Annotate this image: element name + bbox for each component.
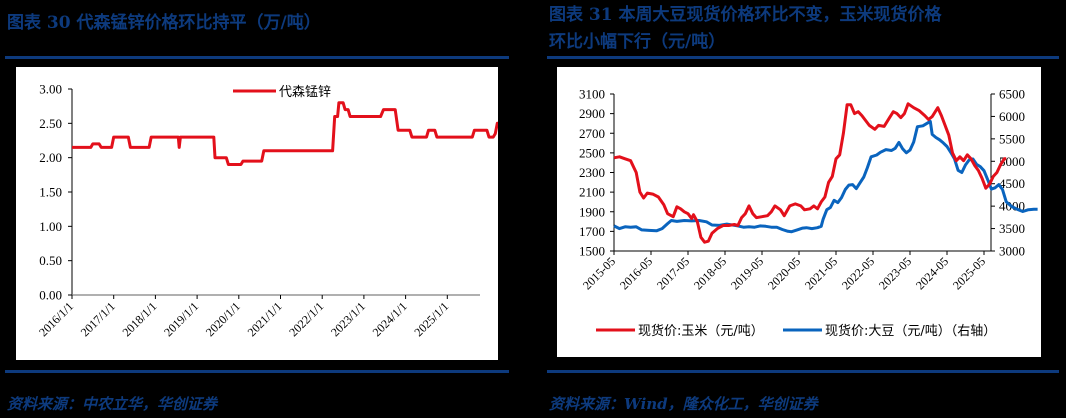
- series-line-daisen-mengxin: [72, 101, 506, 166]
- y-tick-label: 3.00: [39, 82, 62, 97]
- x-tick-label: 2016/1/1: [36, 299, 76, 339]
- y-tick-label: 2.50: [39, 116, 62, 131]
- left-line-chart: 0.00 0.50 1.00 1.50 2.00 2.50 3.00 2016/1/1 2017…: [36, 82, 506, 339]
- x-tick-label: 2016-05: [617, 254, 655, 292]
- y-tick-label-left: 3100: [579, 87, 605, 102]
- right-source-rule: [547, 370, 1059, 373]
- y-tick-label: 0.00: [39, 288, 62, 303]
- y-tick-label-left: 1900: [579, 204, 605, 219]
- right-chart-title-line1: 图表 31 本周大豆现货价格环比不变，玉米现货价格: [549, 5, 942, 25]
- y-tick-label-left: 2900: [579, 106, 605, 121]
- right-chart-panel: 1500 1700 1900 2100 2300 2500 2700 2900 3100 3000…: [557, 67, 1041, 357]
- y-tick-label-left: 2100: [579, 185, 605, 200]
- y-tick-label: 0.50: [39, 253, 62, 268]
- x-tick-label: 2024/1/1: [370, 299, 410, 339]
- x-tick-label: 2021/1/1: [245, 299, 285, 339]
- y-tick-label-left: 1700: [579, 224, 605, 239]
- y-tick-label-right: 6000: [999, 109, 1025, 124]
- left-title-rule: [5, 56, 509, 59]
- x-tick-label: 2025/1/1: [411, 299, 451, 339]
- y-tick-label-left: 2300: [579, 165, 605, 180]
- x-tick-label: 2025-05: [950, 254, 988, 292]
- series-line-soybean: [613, 119, 1038, 234]
- right-title-rule: [547, 56, 1059, 59]
- x-tick-label: 2023/1/1: [328, 299, 368, 339]
- x-tick-label: 2024-05: [913, 254, 951, 292]
- y-tick-label: 1.50: [39, 185, 62, 200]
- y-tick-label-left: 2500: [579, 145, 605, 160]
- x-tick-label: 2022/1/1: [286, 299, 326, 339]
- y-tick-label-right: 3000: [999, 244, 1025, 259]
- y-tick-label-right: 5500: [999, 131, 1025, 146]
- left-source-rule: [5, 370, 509, 373]
- x-tick-label: 2022-05: [839, 254, 877, 292]
- x-tick-label: 2018-05: [691, 254, 729, 292]
- x-tick-label: 2020/1/1: [203, 299, 243, 339]
- right-dual-axis-line-chart: 1500 1700 1900 2100 2300 2500 2700 2900 3100 3000…: [579, 87, 1038, 339]
- y-tick-label-right: 3500: [999, 221, 1025, 236]
- legend-label-corn: 现货价:玉米（元/吨）: [638, 323, 764, 339]
- series-line-corn: [613, 102, 1007, 244]
- x-tick-label: 2017/1/1: [78, 299, 118, 339]
- x-tick-label: 2023-05: [876, 254, 914, 292]
- y-tick-label: 2.00: [39, 150, 62, 165]
- y-tick-label-right: 6500: [999, 87, 1025, 102]
- left-source-text: 资料来源：中农立华，华创证券: [7, 395, 218, 413]
- right-legend: 现货价:玉米（元/吨） 现货价:大豆（元/吨）（右轴）: [596, 323, 996, 339]
- x-tick-label: 2017-05: [654, 254, 692, 292]
- left-chart-panel: 0.00 0.50 1.00 1.50 2.00 2.50 3.00 2016/1/1 2017…: [16, 67, 506, 360]
- y-tick-label-right: 4500: [999, 176, 1025, 191]
- y-tick-label-left: 2700: [579, 126, 605, 141]
- x-tick-label: 2021-05: [802, 254, 840, 292]
- left-legend: 代森锰锌: [233, 85, 331, 100]
- left-chart-title: 图表 30 代森锰锌价格环比持平（万/吨）: [7, 13, 321, 33]
- right-chart-title-line2: 环比小幅下行（元/吨）: [549, 32, 726, 52]
- x-tick-label: 2015-05: [580, 254, 618, 292]
- x-tick-label: 2020-05: [765, 254, 803, 292]
- x-tick-label: 2019/1/1: [161, 299, 201, 339]
- y-tick-label-left: 1500: [579, 244, 605, 259]
- legend-label-soybean: 现货价:大豆（元/吨）（右轴）: [825, 323, 996, 339]
- legend-label: 代森锰锌: [279, 85, 331, 100]
- right-source-text: 资料来源：Wind，隆众化工，华创证券: [549, 395, 818, 413]
- x-tick-label: 2019-05: [728, 254, 766, 292]
- x-tick-label: 2018/1/1: [119, 299, 159, 339]
- y-tick-label: 1.00: [39, 219, 62, 234]
